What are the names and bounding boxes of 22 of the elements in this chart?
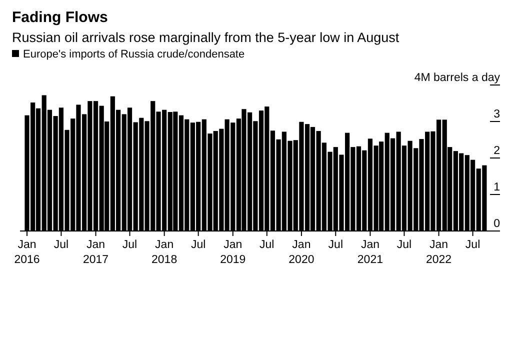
y-tick-label: 1 (494, 182, 500, 194)
x-tick-label: Jul (465, 239, 480, 251)
y-tick-label: 0 (494, 218, 500, 230)
x-tick-label: Jan 2016 (14, 239, 40, 266)
legend-label: Europe's imports of Russia crude/condensate (23, 48, 245, 60)
x-tick-label: Jul (260, 239, 274, 251)
x-tick-label: Jan 2019 (220, 239, 246, 266)
x-tick-label: Jan 2022 (426, 239, 452, 266)
x-tick-label: Jul (122, 239, 138, 251)
x-tick-label: Jan 2017 (82, 239, 109, 266)
y-tick-label: 4M barrels a day (414, 72, 500, 84)
x-tick-label: Jan 2020 (288, 239, 314, 266)
y-tick-label: 2 (494, 145, 500, 157)
x-tick-label: Jul (396, 239, 412, 251)
x-tick-label: Jul (328, 239, 343, 251)
x-tick-label: Jul (54, 239, 69, 251)
y-tick-label: 3 (494, 108, 500, 120)
x-tick-label: Jan 2021 (357, 239, 384, 266)
chart-subtitle: Russian oil arrivals rose marginally from the 5-year low in August (12, 30, 400, 45)
x-tick-label: Jan 2018 (152, 239, 178, 266)
chart-title: Fading Flows (12, 9, 108, 26)
x-tick-label: Jul (190, 239, 206, 251)
